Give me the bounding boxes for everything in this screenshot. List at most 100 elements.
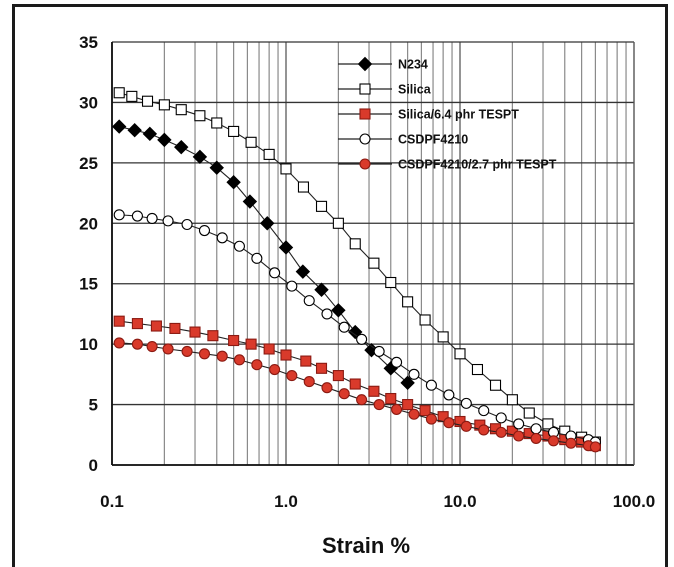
y-tick-label: 20: [79, 214, 98, 233]
data-point: [349, 378, 361, 390]
data-point: [131, 338, 143, 350]
legend-entry: CSDPF4210: [338, 133, 468, 147]
data-point: [349, 238, 361, 250]
y-tick-label: 25: [79, 154, 98, 173]
x-tick-label: 1.0: [274, 492, 298, 511]
data-point: [385, 276, 397, 289]
data-point: [113, 87, 125, 99]
series-4: [113, 337, 601, 453]
data-point: [400, 375, 415, 391]
data-point: [263, 148, 275, 160]
x-tick-label: 0.1: [100, 492, 124, 511]
legend-label: CSDPF4210/2.7 phr TESPT: [398, 158, 557, 172]
data-point: [373, 345, 385, 357]
data-point: [303, 376, 315, 388]
data-point: [368, 257, 380, 269]
legend-marker: [359, 108, 371, 120]
data-point: [321, 308, 333, 320]
data-point: [300, 355, 312, 367]
data-point: [269, 267, 281, 279]
data-point: [356, 394, 368, 406]
legend-entry: Silica: [338, 83, 432, 97]
legend-entry: Silica/6.4 phr TESPT: [338, 108, 519, 122]
axes: [111, 42, 635, 466]
data-point: [478, 424, 490, 436]
data-point: [150, 320, 162, 332]
data-point: [216, 350, 228, 362]
x-tick-labels: 0.1 1.0 10.0 100.0: [100, 492, 655, 511]
data-point: [158, 99, 170, 111]
data-point: [373, 399, 385, 411]
data-point: [460, 420, 472, 432]
y-tick-label: 30: [79, 93, 98, 112]
data-point: [286, 280, 298, 292]
legend-label: Silica/6.4 phr TESPT: [398, 108, 519, 122]
data-point: [113, 209, 125, 221]
data-point: [113, 315, 125, 327]
series-3: [113, 209, 601, 448]
y-tick-label: 15: [79, 275, 98, 294]
data-point: [489, 379, 502, 391]
data-point: [315, 362, 328, 374]
legend-entry: N234: [338, 56, 428, 72]
x-axis-title: Strain %: [322, 533, 410, 558]
data-point: [126, 90, 138, 102]
data-point: [157, 132, 172, 148]
data-point: [280, 349, 292, 361]
data-point: [425, 413, 437, 425]
x-tick-label: 100.0: [613, 492, 656, 511]
data-point: [127, 123, 142, 138]
legend-entry: CSDPF4210/2.7 phr TESPT: [338, 158, 557, 172]
data-point: [251, 359, 263, 371]
data-point: [297, 181, 310, 193]
data-point: [194, 110, 206, 122]
data-point: [181, 218, 193, 231]
data-point: [460, 397, 472, 409]
data-point: [495, 412, 507, 424]
data-point: [198, 224, 211, 237]
data-point: [269, 363, 281, 376]
y-tick-label: 5: [89, 396, 98, 415]
data-point: [506, 394, 518, 406]
data-point: [542, 418, 554, 430]
data-point: [111, 119, 127, 134]
data-point: [471, 363, 484, 376]
data-point: [315, 200, 328, 212]
data-point: [331, 303, 346, 318]
data-point: [233, 240, 245, 252]
legend-label: CSDPF4210: [398, 133, 468, 147]
y-tick-label: 35: [79, 33, 98, 52]
data-point: [530, 423, 542, 435]
data-point: [245, 338, 257, 350]
data-point: [303, 295, 315, 307]
data-point: [437, 331, 449, 343]
data-point: [278, 240, 294, 255]
data-point: [198, 348, 211, 360]
data-point: [242, 194, 258, 209]
data-point: [513, 430, 525, 442]
data-point: [385, 392, 397, 405]
data-point: [226, 174, 241, 190]
y-tick-labels: 0 5 10 15 20 25 30 35: [79, 33, 98, 475]
legend-marker: [359, 83, 371, 95]
data-point: [391, 356, 403, 368]
legend: N234 Silica Silica/6.4 phr TESPT CSDPF4210 C…: [338, 56, 557, 172]
data-point: [589, 441, 601, 453]
data-point: [338, 388, 350, 400]
data-point: [181, 345, 193, 357]
data-point: [408, 408, 420, 420]
data-point: [314, 282, 329, 297]
data-point: [228, 334, 240, 347]
data-point: [142, 126, 158, 142]
data-point: [146, 341, 158, 353]
data-point: [169, 322, 181, 334]
data-point: [207, 330, 219, 342]
series-1: [113, 87, 601, 448]
data-point: [402, 399, 414, 411]
data-point: [338, 321, 350, 333]
data-point: [419, 405, 431, 417]
data-point: [478, 405, 490, 417]
data-point: [356, 333, 368, 345]
legend-label: N234: [398, 58, 428, 72]
